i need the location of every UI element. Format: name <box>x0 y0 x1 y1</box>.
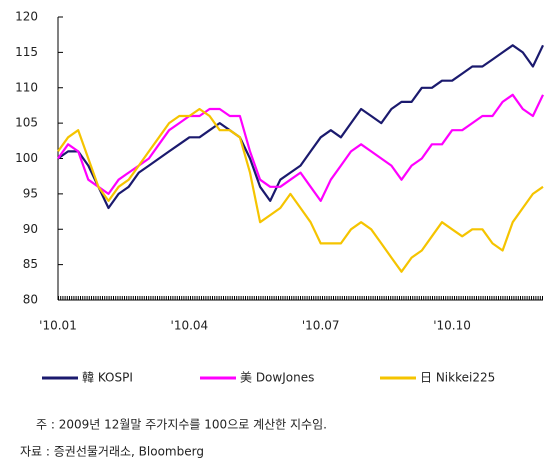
series-line <box>57 107 544 273</box>
note: 주 : 2009년 12월말 주가지수를 100으로 계산한 지수임. <box>36 418 327 432</box>
y-tick-label: 85 <box>23 257 38 271</box>
x-tick-label: '10.10 <box>433 319 471 333</box>
legend-label: 韓 KOSPI <box>82 371 133 385</box>
y-tick-label: 95 <box>23 186 38 200</box>
source: 자료 : 증권선물거래소, Bloomberg <box>20 445 204 459</box>
series-line <box>57 44 544 210</box>
y-tick-label: 110 <box>15 80 38 94</box>
y-tick-label: 105 <box>15 116 38 130</box>
y-tick-label: 100 <box>15 151 38 165</box>
legend-label: 日 Nikkei225 <box>420 371 495 385</box>
x-tick-label: '10.01 <box>39 319 77 333</box>
y-tick-label: 90 <box>23 222 38 236</box>
legend-label: 美 DowJones <box>240 371 314 385</box>
y-tick-label: 115 <box>15 45 38 59</box>
x-tick-label: '10.04 <box>171 319 209 333</box>
y-tick-label: 80 <box>23 293 38 307</box>
y-tick-label: 120 <box>15 10 38 24</box>
x-tick-label: '10.07 <box>302 319 340 333</box>
